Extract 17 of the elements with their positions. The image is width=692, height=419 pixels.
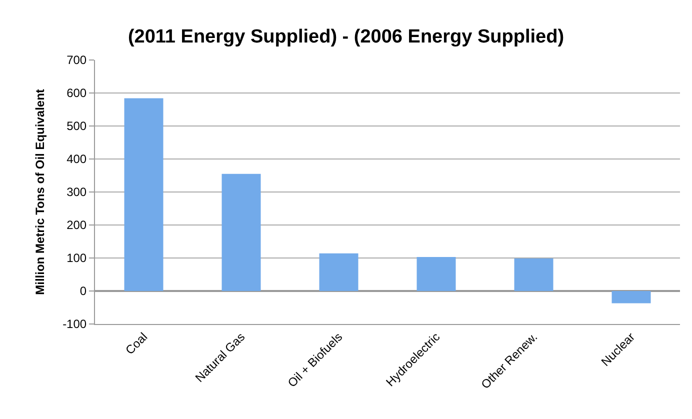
y-axis-title: Million Metric Tons of Oil Equivalent [32, 89, 47, 295]
bar [514, 258, 554, 291]
y-tick-label: 100 [66, 251, 87, 266]
chart-title: (2011 Energy Supplied) - (2006 Energy Supplied) [128, 26, 564, 48]
y-tick-label: 0 [80, 284, 87, 298]
y-tick-label: 200 [66, 218, 87, 232]
y-tick-label: 600 [66, 86, 87, 100]
bar [416, 257, 456, 291]
bar [612, 291, 651, 304]
bar [124, 98, 164, 291]
y-tick-label: 500 [66, 119, 87, 134]
y-tick-label: 700 [66, 53, 87, 68]
bar [319, 253, 358, 291]
y-tick-label: -100 [62, 317, 87, 332]
y-tick-label: 300 [66, 185, 87, 200]
bar [222, 174, 261, 291]
y-tick-label: 400 [66, 152, 87, 166]
